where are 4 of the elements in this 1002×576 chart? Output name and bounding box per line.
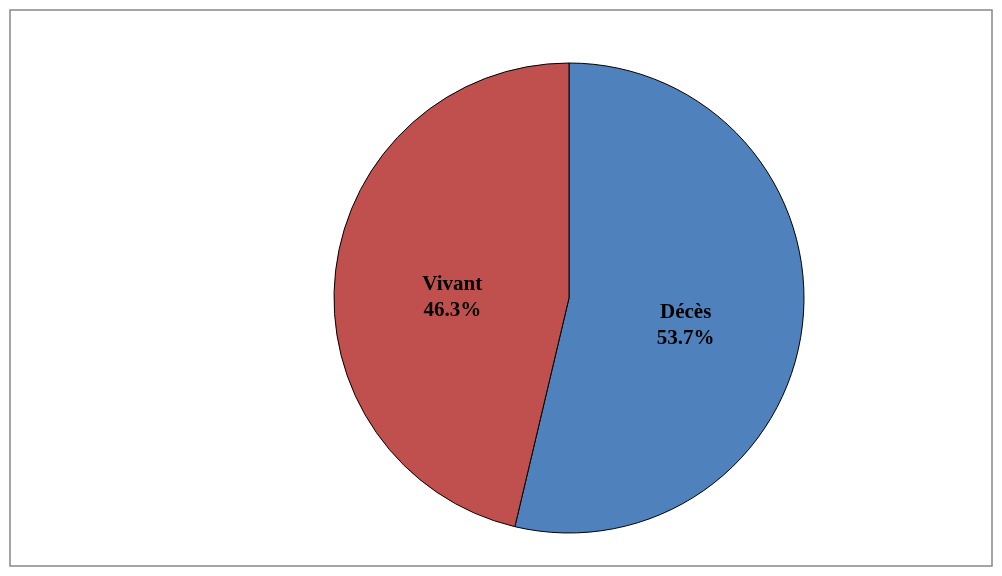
data-label: 46.3% [423, 297, 482, 322]
data-label: 53.7% [656, 324, 715, 349]
slice-label: Décès [660, 298, 712, 323]
slice-label: Vivant [422, 271, 483, 296]
